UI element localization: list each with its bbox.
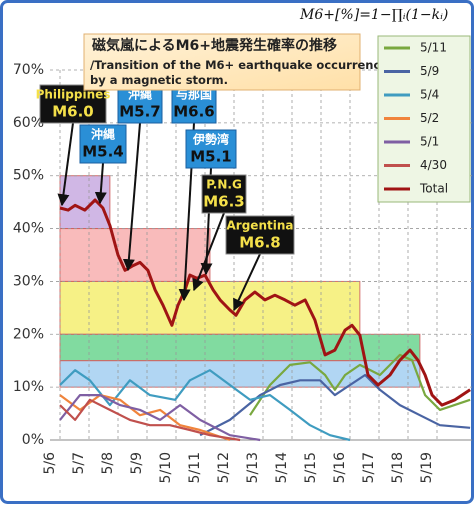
legend-label: 4/30 (420, 158, 447, 172)
formula: M6+[%]=1−∏ᵢ(1−kᵢ) (299, 7, 448, 23)
legend-label: Total (419, 182, 448, 196)
x-tick-label: 5/16 (332, 452, 348, 484)
callout-place: 伊勢湾 (192, 132, 229, 147)
x-tick-label: 5/11 (187, 452, 203, 483)
x-tick-label: 5/15 (303, 452, 319, 483)
callout-place: P.N.G (206, 178, 242, 192)
x-tick-label: 5/13 (245, 452, 261, 483)
x-tick-label: 5/18 (390, 452, 406, 483)
callout-magnitude: M6.3 (203, 193, 245, 211)
callout-magnitude: M6.8 (239, 234, 281, 252)
arrow (192, 212, 225, 292)
legend-label: 5/11 (420, 41, 447, 55)
callout-box (39, 84, 107, 124)
x-tick-label: 5/19 (419, 452, 435, 483)
arrow (122, 122, 141, 272)
arrow (94, 162, 107, 205)
y-tick-label: 70% (13, 62, 44, 78)
x-tick-label: 5/17 (361, 452, 377, 483)
legend-label: 5/4 (420, 88, 439, 102)
y-tick-label: 50% (13, 168, 44, 184)
arrow (57, 122, 74, 207)
series-line (59, 394, 261, 442)
legend-label: 5/9 (420, 64, 439, 78)
y-tick-label: 30% (13, 273, 44, 289)
legend-label: 5/2 (420, 111, 439, 125)
x-tick-label: 5/10 (158, 452, 174, 483)
callout-place: Argentina (227, 219, 294, 233)
y-tick-label: 20% (13, 326, 44, 342)
callout-box (185, 129, 237, 169)
callout-magnitude: M5.7 (119, 103, 161, 121)
callout-place: Philippines (36, 88, 111, 102)
callout-box (225, 215, 295, 255)
x-tick-label: 5/9 (129, 452, 145, 475)
band (59, 280, 361, 335)
x-tick-label: 5/12 (216, 452, 232, 483)
callout-magnitude: M5.4 (82, 143, 124, 161)
x-tick-label: 5/8 (100, 452, 116, 475)
y-tick-label: 10% (13, 379, 44, 395)
legend-label: 5/1 (420, 135, 439, 149)
chart-subtitle: /Transition of the M6+ earthquake occurr… (90, 58, 463, 87)
band (59, 333, 421, 362)
callout-box (117, 84, 163, 124)
callout-place: 沖縄 (91, 127, 115, 142)
arrow (233, 253, 261, 312)
series-line (59, 398, 241, 442)
title-box (83, 33, 361, 91)
x-tick-label: 5/14 (274, 452, 290, 484)
y-tick-label: 40% (13, 221, 44, 237)
callout-place: 与那国 (176, 88, 212, 102)
x-tick-label: 5/6 (42, 452, 58, 475)
callout-magnitude: M6.0 (52, 103, 94, 121)
x-tick-label: 5/7 (71, 452, 87, 475)
callout-magnitude: M6.6 (173, 103, 215, 121)
series-line (199, 373, 471, 437)
callout-magnitude: M5.1 (190, 148, 232, 166)
y-tick-label: 60% (13, 115, 44, 131)
chart-title: 磁気嵐によるM6+地震発生確率の推移 (92, 37, 337, 54)
callout-box (201, 174, 247, 214)
series-line (59, 369, 351, 442)
series-line (249, 353, 471, 416)
y-tick-label: 0% (22, 432, 44, 448)
callout-box (79, 124, 127, 164)
